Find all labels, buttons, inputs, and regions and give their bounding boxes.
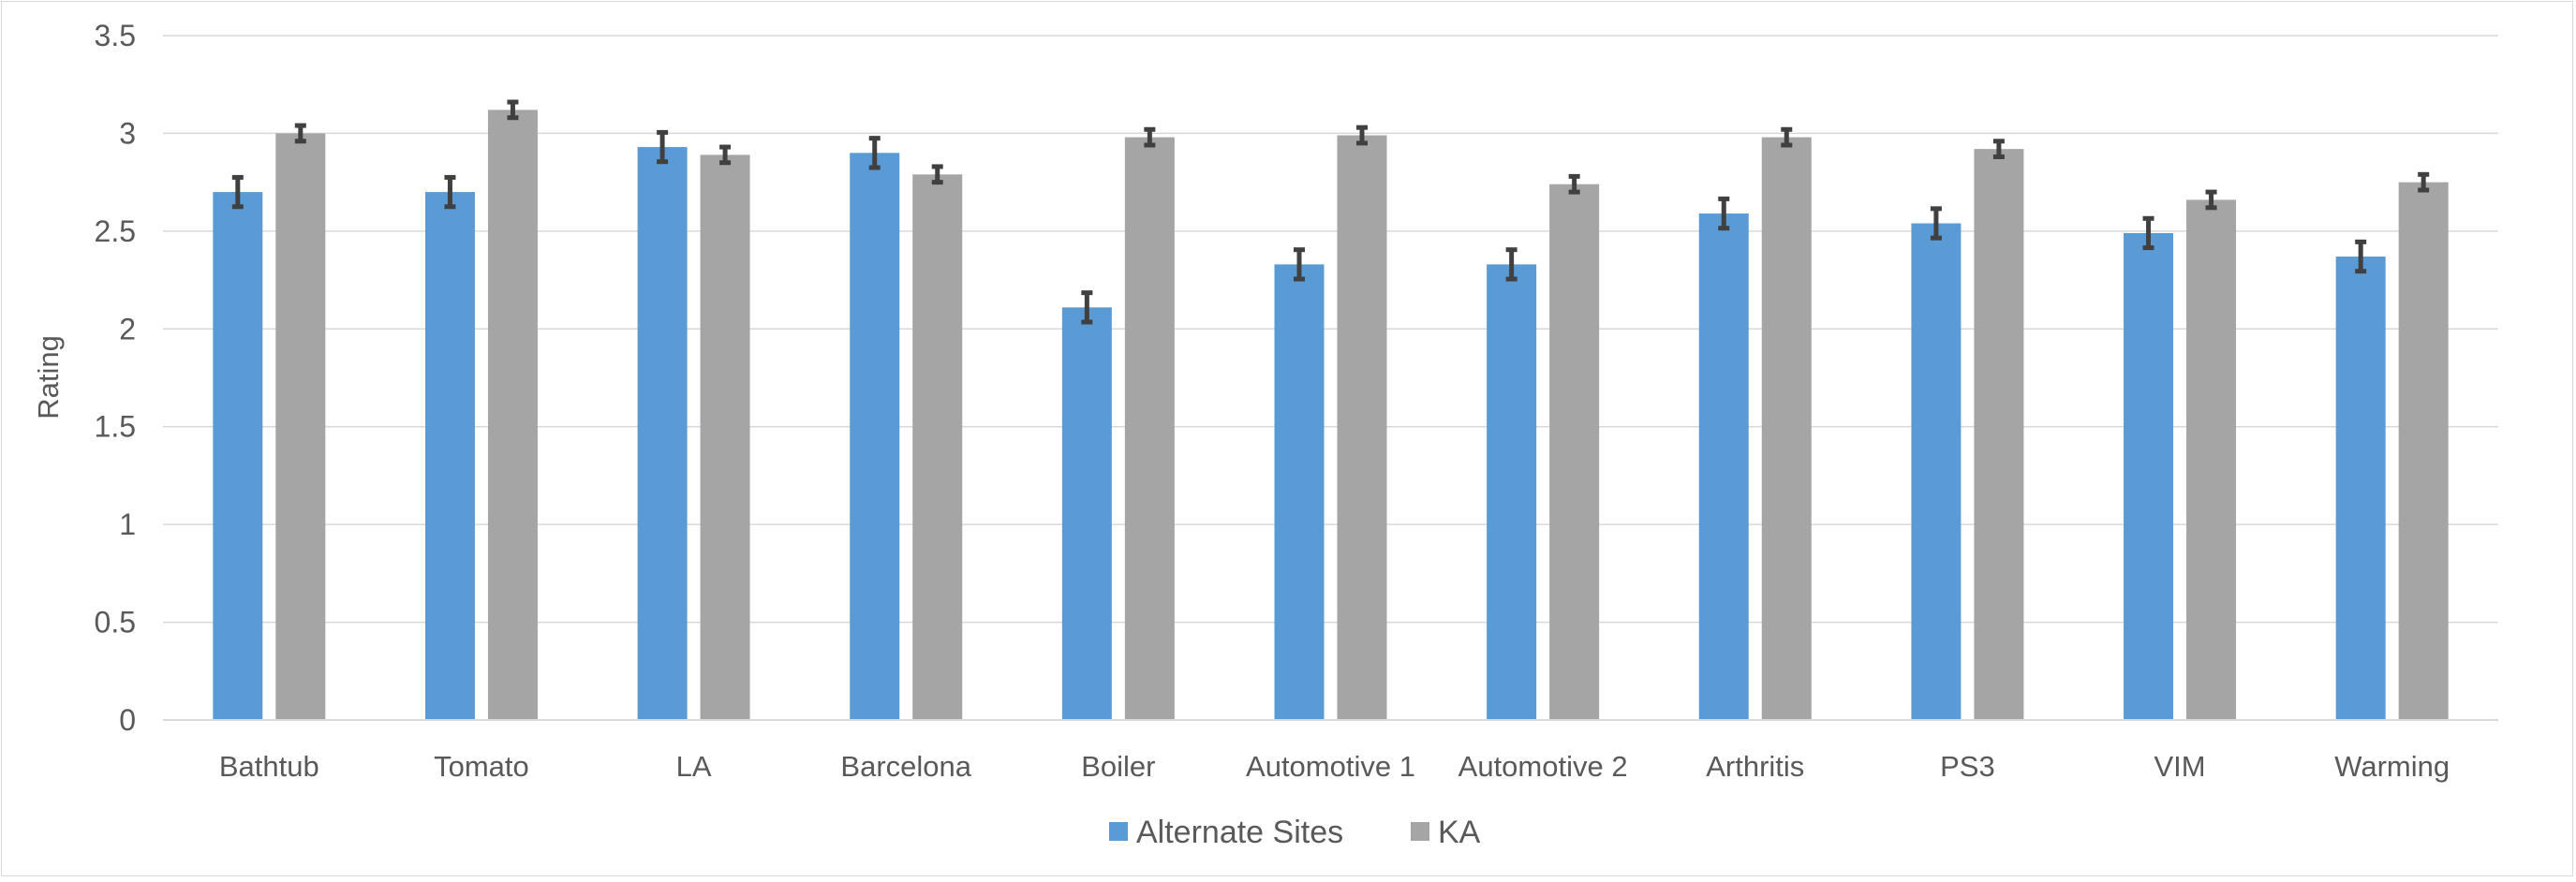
error-bar — [2142, 215, 2154, 251]
x-tick-label: Automotive 2 — [1458, 750, 1628, 783]
y-tick-label: 3.5 — [95, 19, 136, 52]
x-axis-ticks: Bathtub Tomato LA Barcelona Boiler Automotive… — [219, 750, 2450, 783]
bar-ka — [1549, 184, 1600, 720]
bar-alternate-sites — [1911, 223, 1962, 720]
bar-ka — [2186, 199, 2237, 720]
error-bars — [231, 99, 2430, 325]
x-tick-label: Barcelona — [840, 750, 971, 783]
error-bar — [1992, 139, 2005, 159]
y-tick-label: 1 — [119, 507, 136, 541]
error-bar — [1505, 247, 1517, 282]
x-tick-label: Boiler — [1081, 750, 1155, 783]
error-bar — [1568, 173, 1580, 195]
error-bar — [1930, 206, 1942, 241]
bar-ka — [487, 110, 538, 720]
bar-alternate-sites — [2124, 232, 2174, 721]
bars — [213, 110, 2449, 721]
bar-ka — [1124, 137, 1175, 720]
bar-alternate-sites — [2335, 257, 2386, 720]
y-axis-label: Rating — [32, 335, 65, 419]
x-tick-label: VIM — [2154, 750, 2205, 783]
y-axis-ticks: 0 0.5 1 1.5 2 2.5 3 3.5 — [95, 19, 136, 737]
bar-ka — [700, 154, 750, 721]
gridlines — [163, 35, 2498, 624]
legend-label: KA — [1438, 815, 1481, 850]
legend-swatch — [1109, 822, 1128, 841]
error-bar — [931, 164, 943, 185]
legend-swatch — [1411, 822, 1429, 841]
x-tick-label: Warming — [2334, 750, 2450, 783]
y-tick-label: 3 — [119, 116, 136, 150]
legend: Alternate Sites KA — [1109, 815, 1481, 850]
bar-alternate-sites — [1274, 264, 1325, 720]
error-bar — [507, 99, 519, 121]
bar-alternate-sites — [637, 147, 688, 720]
bar-alternate-sites — [850, 153, 900, 721]
legend-label: Alternate Sites — [1136, 815, 1343, 850]
bar-ka — [2398, 182, 2449, 721]
bar-ka — [1761, 137, 1812, 720]
error-bar — [444, 174, 456, 210]
y-tick-label: 0.5 — [95, 606, 136, 639]
bar-ka — [275, 133, 326, 720]
bar-ka — [1974, 149, 2024, 720]
bar-alternate-sites — [1061, 307, 1112, 720]
error-bar — [1144, 126, 1156, 148]
error-bar — [868, 136, 881, 170]
x-tick-label: Automotive 1 — [1246, 750, 1415, 783]
y-tick-label: 2.5 — [95, 214, 136, 248]
bar-alternate-sites — [1698, 213, 1749, 720]
y-tick-label: 1.5 — [95, 410, 136, 444]
error-bar — [231, 174, 244, 210]
legend-item: KA — [1411, 815, 1481, 850]
x-tick-label: Bathtub — [219, 750, 319, 783]
bar-alternate-sites — [424, 192, 475, 721]
error-bar — [2355, 239, 2367, 274]
error-bar — [1081, 290, 1093, 325]
error-bar — [1781, 126, 1793, 148]
x-tick-label: Tomato — [434, 750, 529, 783]
x-tick-label: PS3 — [1940, 750, 1995, 783]
error-bar — [294, 123, 306, 144]
y-tick-label: 0 — [119, 703, 136, 737]
y-tick-label: 2 — [119, 312, 136, 345]
error-bar — [2418, 171, 2430, 193]
error-bar — [1356, 125, 1368, 146]
bar-alternate-sites — [1487, 264, 1537, 720]
bar-ka — [1337, 135, 1387, 720]
bar-ka — [912, 174, 963, 720]
error-bar — [719, 144, 732, 166]
error-bar — [2205, 189, 2217, 211]
x-tick-label: Arthritis — [1706, 750, 1804, 783]
legend-item: Alternate Sites — [1109, 815, 1343, 850]
bar-alternate-sites — [213, 192, 263, 721]
error-bar — [1718, 196, 1730, 231]
error-bar — [657, 129, 669, 165]
x-tick-label: LA — [676, 750, 712, 783]
error-bar — [1294, 247, 1305, 282]
